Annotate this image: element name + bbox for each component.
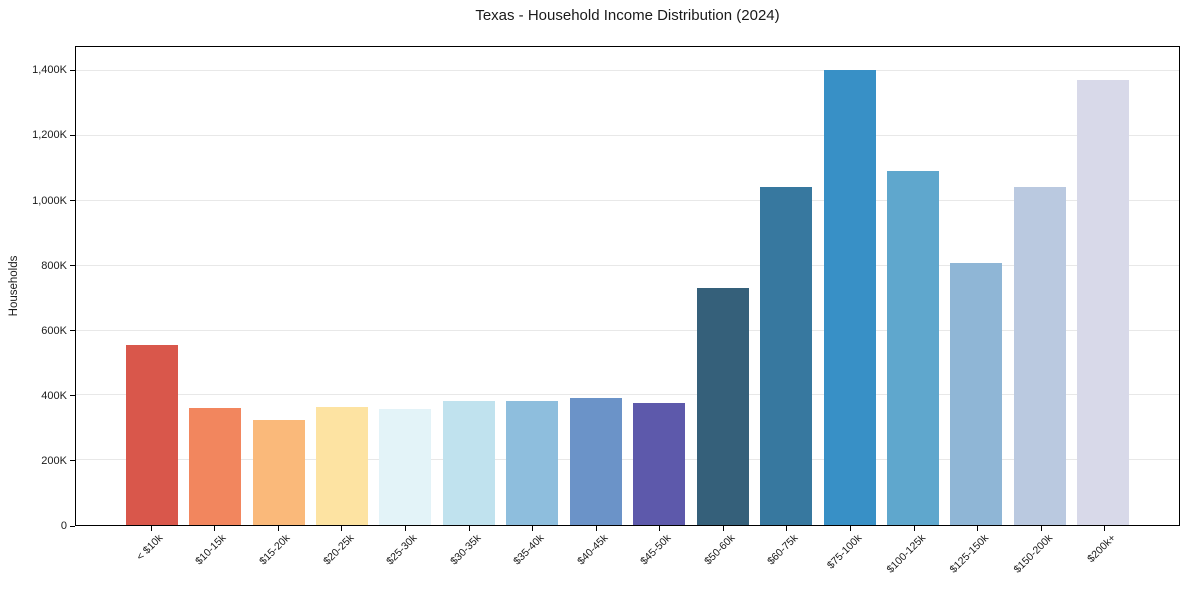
bar-slot: [818, 47, 881, 525]
x-tick-label: $60-75k: [765, 532, 801, 568]
gridline: [76, 264, 1179, 266]
x-tick-mark: [595, 526, 597, 531]
x-tick-label: $35-40k: [511, 532, 547, 568]
x-tick-label: $150-200k: [1011, 532, 1056, 576]
bar-slot: [945, 47, 1008, 525]
bar: [125, 345, 178, 525]
y-tick-mark: [70, 200, 75, 202]
gridline: [76, 199, 1179, 201]
gridline: [76, 459, 1179, 461]
y-tick-label: 0: [60, 520, 67, 532]
x-tick-label: $50-60k: [702, 532, 738, 568]
bar: [189, 408, 242, 525]
bar-slot: [120, 47, 183, 525]
bar-slot: [183, 47, 246, 525]
bar: [886, 171, 939, 525]
gridline: [76, 394, 1179, 396]
bar-slot: [310, 47, 373, 525]
x-tick-label: $25-30k: [384, 532, 420, 568]
x-tick-mark: [341, 526, 343, 531]
x-tick-mark: [1104, 526, 1106, 531]
x-tick-label: $10-15k: [193, 532, 229, 568]
bar-slot: [437, 47, 500, 525]
bar: [823, 70, 876, 525]
y-tick-label: 1,400K: [32, 64, 67, 77]
x-tick-label: $45-50k: [638, 532, 674, 568]
x-tick-label: $125-150k: [948, 532, 992, 576]
y-tick-mark: [70, 460, 75, 462]
y-tick-label: 400K: [41, 389, 67, 402]
y-tick-mark: [70, 265, 75, 267]
x-tick-mark: [532, 526, 534, 531]
x-tick-label: $200k+: [1085, 532, 1119, 566]
x-tick-mark: [786, 526, 788, 531]
bar: [569, 397, 622, 525]
bar: [950, 262, 1003, 525]
bar: [633, 403, 686, 525]
bar: [760, 186, 813, 525]
x-tick-label: $30-35k: [447, 532, 484, 568]
plot-area: [75, 46, 1180, 526]
x-tick-mark: [913, 526, 915, 531]
y-tick-mark: [70, 134, 75, 136]
y-tick-mark: [70, 330, 75, 332]
bar: [1013, 186, 1066, 525]
bar: [252, 420, 305, 525]
bar-slot: [374, 47, 437, 525]
bar-slot: [691, 47, 754, 525]
y-tick-label: 1,200K: [32, 129, 67, 142]
bar-slot: [754, 47, 817, 525]
bars-row: [76, 47, 1179, 525]
x-tick-mark: [1040, 526, 1042, 531]
bar: [696, 288, 749, 525]
x-tick-label: $15-20k: [257, 532, 293, 568]
gridline: [76, 70, 1179, 72]
bar-slot: [564, 47, 627, 525]
x-tick-label: < $10k: [134, 532, 166, 563]
x-tick-label: $20-25k: [320, 532, 356, 568]
bar: [316, 407, 369, 525]
gridline: [76, 135, 1179, 137]
chart-title: Texas - Household Income Distribution (2…: [475, 7, 780, 24]
x-tick-mark: [405, 526, 407, 531]
x-tick-mark: [977, 526, 979, 531]
x-tick-mark: [277, 526, 279, 531]
y-tick-label: 600K: [41, 324, 67, 337]
x-tick-label: $75-100k: [824, 532, 865, 572]
y-tick-mark: [70, 69, 75, 71]
x-tick-label: $100-125k: [884, 532, 929, 576]
y-tick-label: 800K: [41, 259, 67, 272]
bar: [442, 400, 495, 525]
x-tick-label: $40-45k: [574, 532, 611, 568]
bar: [1077, 80, 1130, 525]
y-tick-mark: [70, 395, 75, 397]
bar-slot: [1008, 47, 1071, 525]
x-tick-mark: [849, 526, 851, 531]
x-tick-mark: [659, 526, 661, 531]
bar-slot: [247, 47, 310, 525]
x-tick-mark: [214, 526, 216, 531]
bar-slot: [1072, 47, 1135, 525]
bar: [506, 400, 559, 525]
x-tick-mark: [722, 526, 724, 531]
y-tick-mark: [70, 525, 75, 527]
bar-slot: [628, 47, 691, 525]
bar-slot: [501, 47, 564, 525]
bar: [379, 408, 432, 525]
x-tick-mark: [468, 526, 470, 531]
gridline: [76, 329, 1179, 331]
y-tick-label: 1,000K: [32, 194, 67, 207]
y-tick-label: 200K: [41, 454, 67, 467]
x-tick-mark: [150, 526, 152, 531]
bar-slot: [881, 47, 944, 525]
